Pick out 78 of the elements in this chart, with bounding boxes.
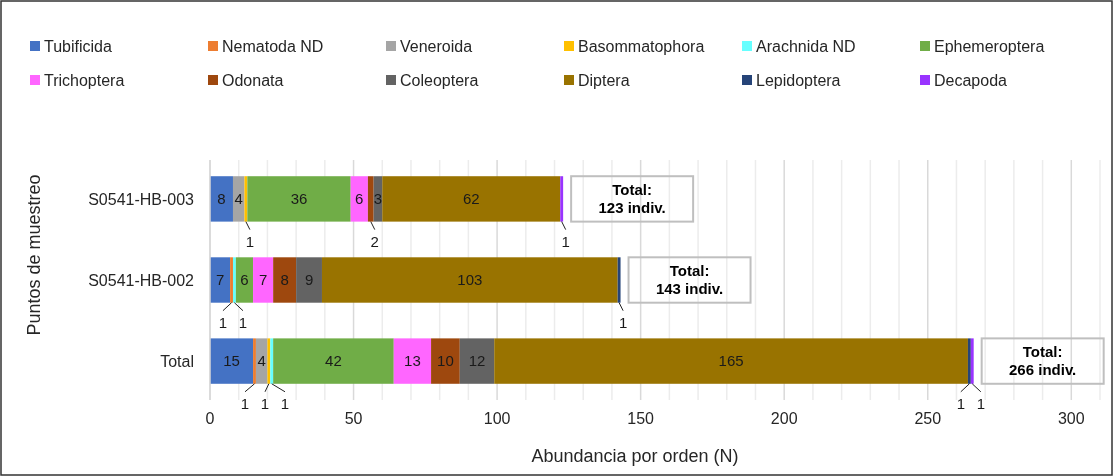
total-label: Total: 143 indiv. [655,262,724,298]
data-label: 8 [217,190,226,208]
data-label: 103 [457,271,483,289]
data-label: 2 [370,232,379,250]
data-label: 12 [468,352,486,370]
bar [367,176,374,222]
data-label: 1 [245,232,255,250]
data-label: 7 [258,271,268,289]
legend-label: Lepidoptera [756,71,841,89]
legend-label: Coleoptera [400,71,479,89]
data-label: 1 [280,395,290,413]
legend-label: Odonata [222,71,284,89]
total-label: Total: 266 indiv. [1009,343,1077,379]
bar [321,257,618,303]
data-label: 10 [437,352,454,370]
legend-label: Basommatophora [578,37,705,55]
bar [617,257,621,303]
data-label: 13 [404,352,421,370]
bar [382,176,561,222]
data-label: 1 [240,395,250,413]
bar [273,338,394,384]
data-label: 1 [976,395,985,413]
bar [296,257,322,303]
bar [235,257,254,303]
bar [431,338,460,384]
x-tick-label: 250 [914,410,942,427]
legend-label: Trichoptera [44,71,125,89]
bar [253,338,256,384]
data-label: 1 [260,395,270,413]
data-label: 62 [462,190,480,208]
bar [210,176,233,222]
x-tick-label: 150 [627,410,655,427]
data-label: 1 [561,232,570,250]
bar [494,338,968,384]
bar [560,176,564,222]
legend-label: Veneroida [400,37,473,55]
bar [210,257,231,303]
data-label: 36 [290,190,308,208]
y-tick-label: S0541-HB-003 [88,190,195,208]
legend-label: Tubificida [44,37,112,55]
data-label: 1 [238,313,248,331]
data-label: 1 [956,395,965,413]
data-label: 1 [618,313,628,331]
x-tick-label: 200 [770,410,798,427]
legend-label: Arachnida ND [756,37,856,55]
bar [393,338,432,384]
bar [247,176,351,222]
y-tick-label: S0541-HB-002 [88,271,195,289]
data-label: 15 [223,352,240,370]
x-axis-title: Abundancia por orden (N) [531,446,739,466]
legend-label: Diptera [578,71,630,89]
legend-label: Decapoda [934,71,1008,89]
bar [210,338,254,384]
legend-label: Ephemeroptera [934,37,1045,55]
legend-label: Nematoda ND [222,37,324,55]
data-label: 6 [355,190,364,208]
y-axis-title: Puntos de muestreo [24,174,44,336]
data-label: 8 [280,271,289,289]
x-tick-label: 50 [344,410,363,427]
bar [273,257,297,303]
total-label: Total: 123 indiv. [598,181,666,217]
x-tick-label: 0 [205,410,215,427]
data-label: 165 [718,352,744,370]
data-label: 4 [257,352,266,370]
data-label: 3 [373,190,383,208]
bar [459,338,495,384]
bar [253,257,274,303]
data-label: 6 [240,271,249,289]
x-tick-label: 100 [483,410,511,427]
data-label: 1 [218,313,228,331]
data-label: 42 [325,352,342,370]
data-label: 4 [234,190,243,208]
bar [350,176,368,222]
bar [244,176,248,222]
data-label: 7 [215,271,225,289]
y-tick-label: Total [160,352,194,370]
data-label: 9 [304,271,314,289]
x-tick-label: 300 [1057,410,1085,427]
